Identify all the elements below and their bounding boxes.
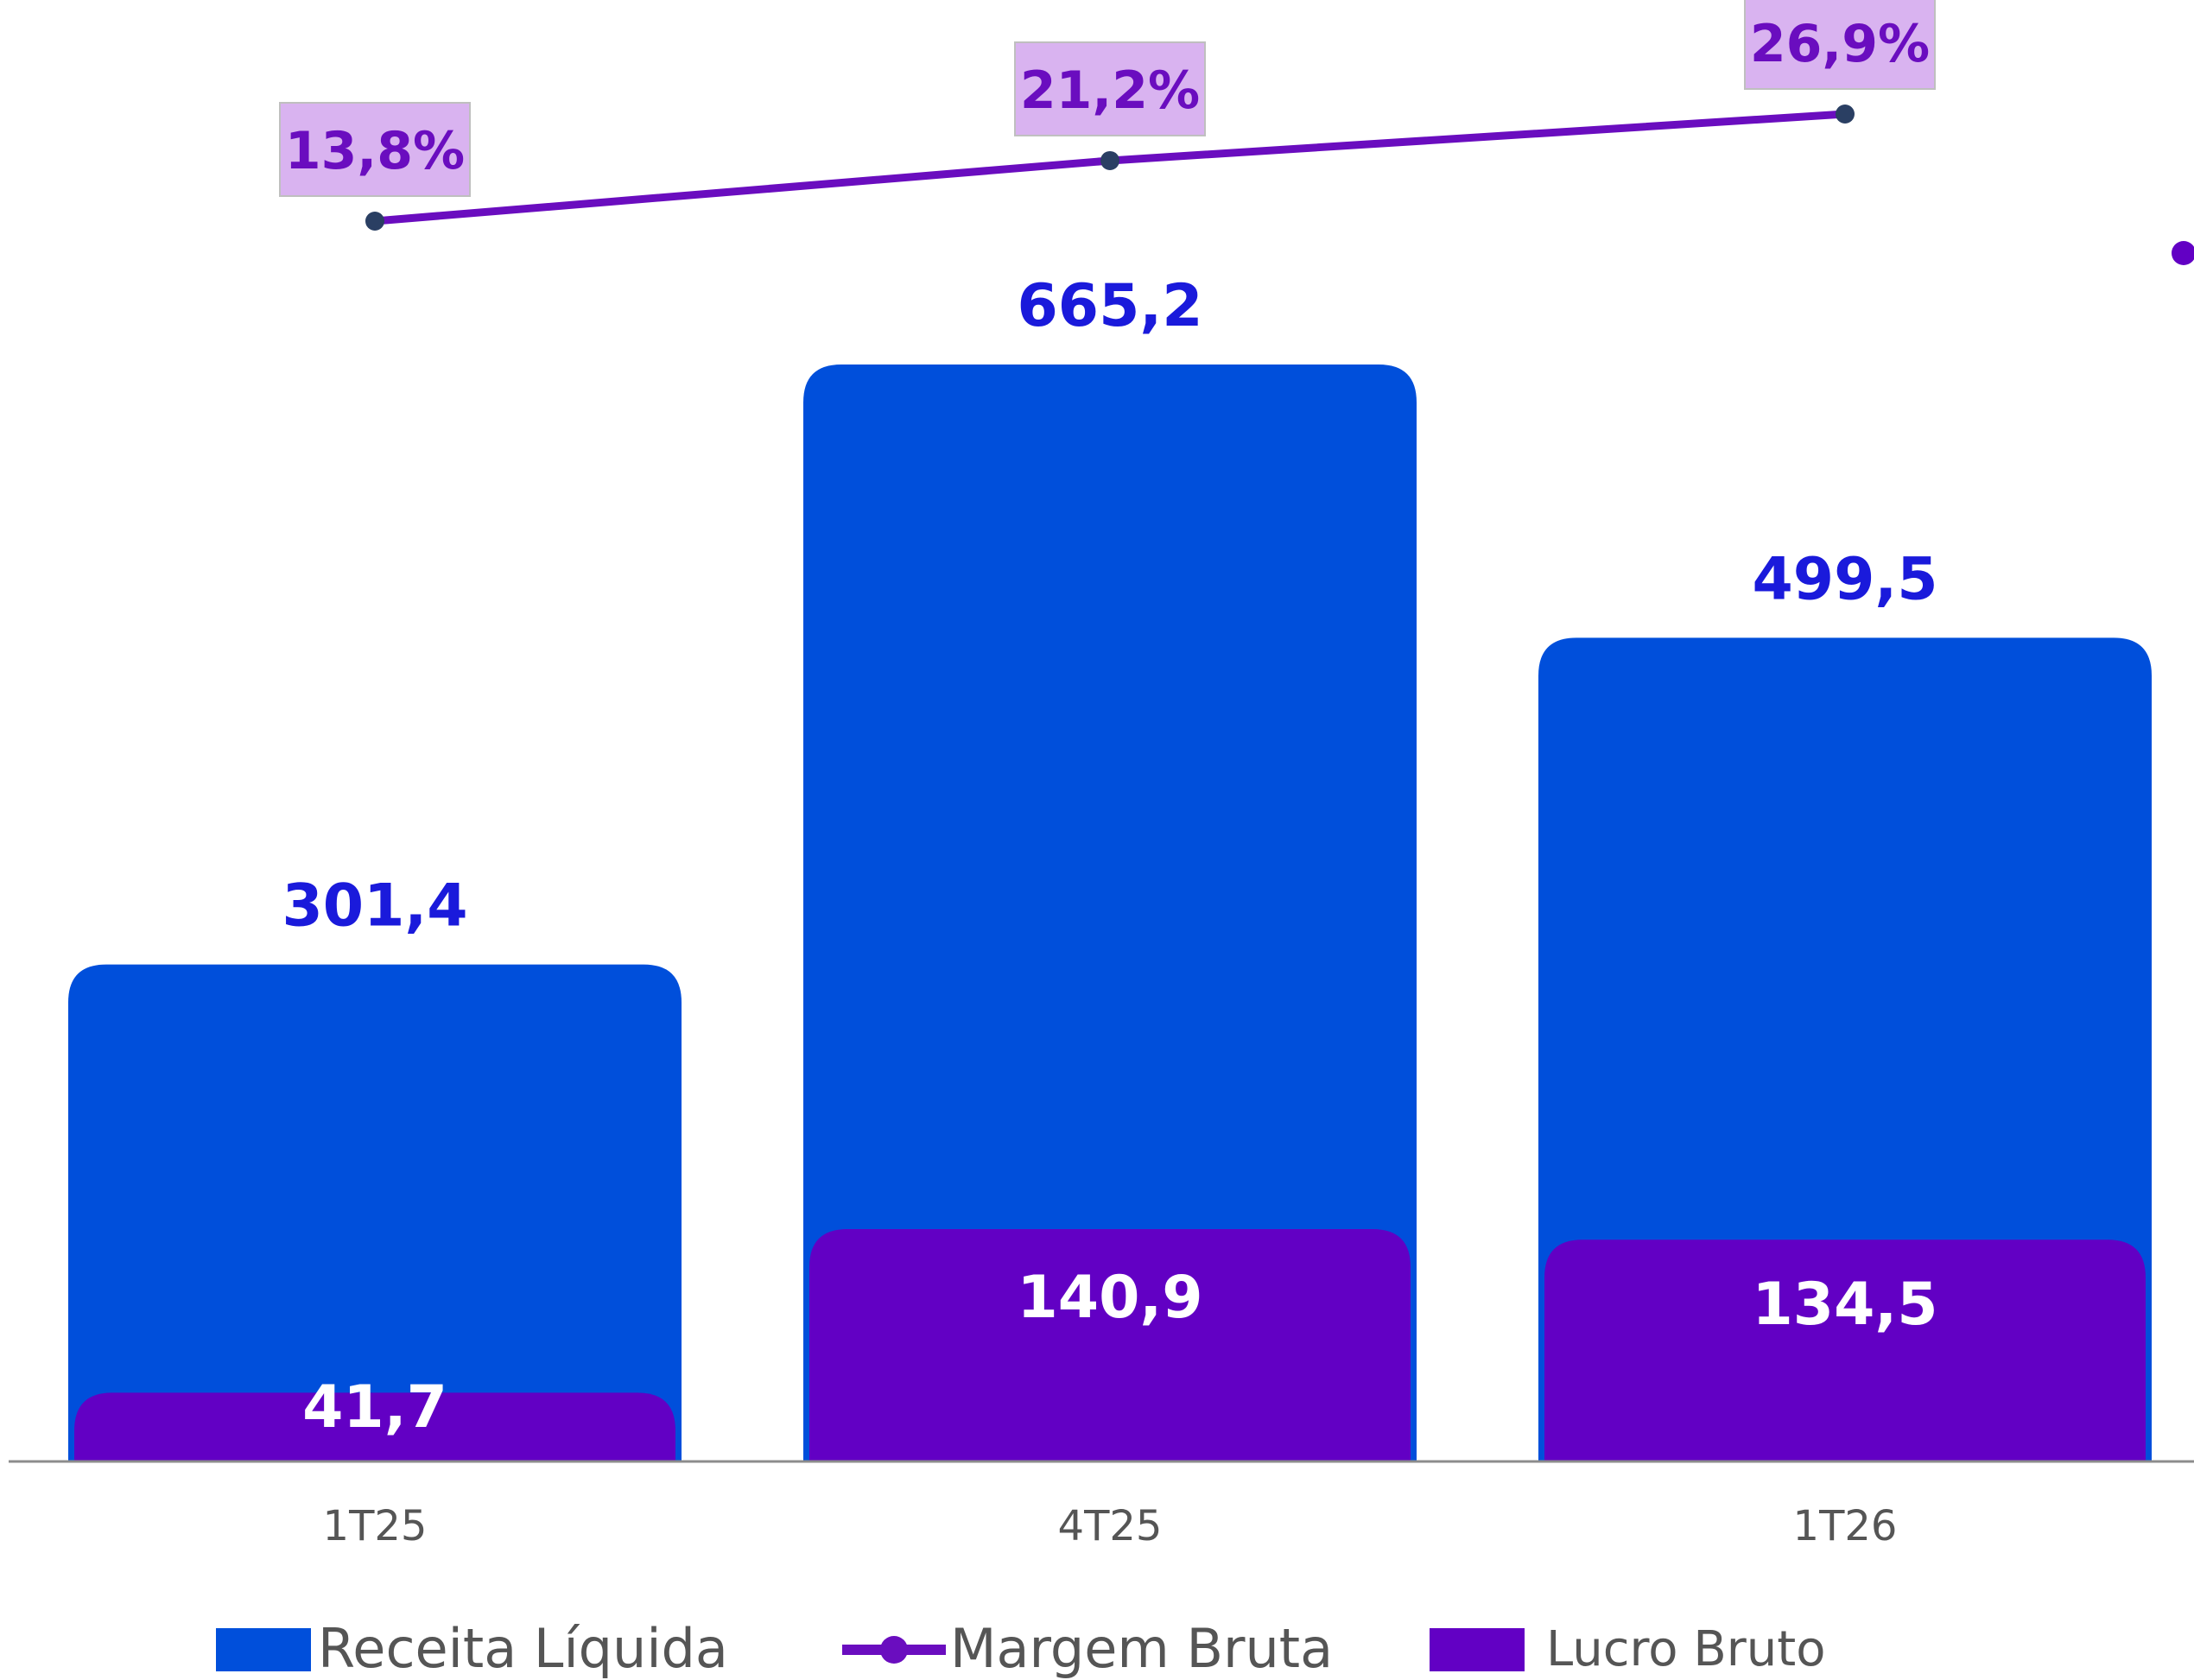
data-label-margem-bruta: 26,9%: [1750, 14, 1930, 74]
x-tick-label: 1T25: [323, 1502, 428, 1550]
margem-bruta-point: [1836, 105, 1855, 124]
data-label-receita-liquida: 665,2: [1017, 272, 1202, 340]
legend-label-receita-liquida: Receita Líquida: [318, 1617, 728, 1680]
bar-receita-liquida: [68, 964, 682, 1461]
data-label-box-margem-bruta: [1744, 0, 1936, 90]
bar-lucro-bruto: [74, 1392, 675, 1461]
bar-receita-liquida: [803, 365, 1417, 1461]
x-tick-label: 4T25: [1058, 1502, 1163, 1550]
data-label-receita-liquida: 499,5: [1752, 545, 1937, 613]
bar-lucro-bruto: [1544, 1239, 2146, 1461]
data-label-lucro-bruto: 140,9: [1017, 1264, 1202, 1332]
data-label-margem-bruta: 21,2%: [1020, 60, 1200, 121]
margem-bruta-point: [1100, 150, 1119, 170]
data-label-margem-bruta: 13,8%: [285, 121, 465, 181]
x-tick-label: 1T26: [1793, 1502, 1898, 1550]
legend-label-margem-bruta: Margem Bruta: [950, 1617, 1333, 1680]
legend-label-lucro-bruto: Lucro Bruto: [1546, 1621, 1826, 1677]
margem-bruta-point: [365, 212, 384, 231]
data-label-receita-liquida: 301,4: [282, 872, 467, 941]
bar-lucro-bruto: [809, 1228, 1411, 1461]
data-label-lucro-bruto: 134,5: [1752, 1271, 1937, 1339]
data-label-box-margem-bruta: [1014, 41, 1206, 136]
data-label-lucro-bruto: 41,7: [302, 1373, 447, 1442]
data-label-box-margem-bruta: [279, 102, 471, 197]
stray-dot-marker: [2172, 241, 2194, 265]
legend-swatch-lucro-bruto: [1430, 1628, 1525, 1671]
legend-swatch-margem-bruta-marker: [880, 1636, 908, 1664]
legend-swatch-receita-liquida: [216, 1628, 311, 1671]
